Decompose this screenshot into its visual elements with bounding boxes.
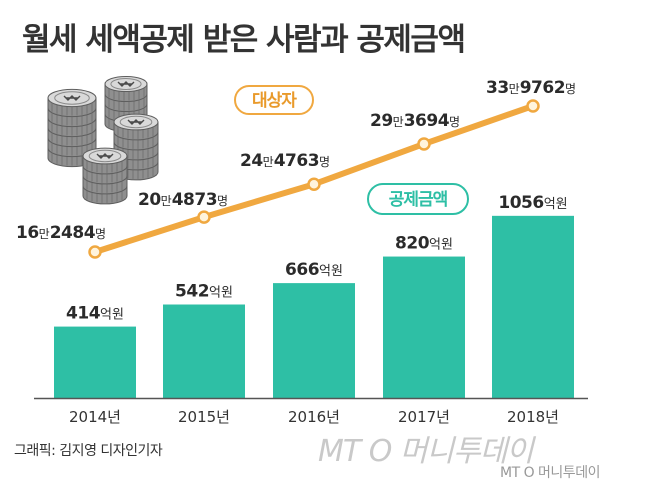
bar-2016년 [273, 283, 355, 398]
bar-value-label: 542억원 [175, 282, 233, 302]
coin-stack-icon [47, 75, 159, 205]
line-marker [88, 245, 102, 259]
svg-text:공제금액: 공제금액 [389, 190, 448, 210]
bar-2017년 [383, 256, 465, 398]
watermark-logo: MT O 머니투데이 [318, 434, 534, 469]
bar-2014년 [54, 326, 136, 398]
line-value-label: 24만4763명 [240, 151, 330, 171]
line-value-label: 20만4873명 [138, 190, 228, 210]
line-value-label: 29만3694명 [370, 111, 460, 131]
bar-value-label: 1056억원 [498, 193, 567, 213]
line-marker [526, 99, 540, 113]
bar-value-label: 820억원 [395, 234, 453, 254]
x-tick-label: 2014년 [69, 408, 121, 426]
bar-value-label: 414억원 [66, 304, 124, 324]
legend-recipients: 대상자 [234, 85, 314, 115]
bar-value-label: 666억원 [285, 260, 343, 280]
line-marker [197, 210, 211, 224]
svg-text:대상자: 대상자 [252, 91, 297, 111]
x-tick-label: 2015년 [178, 408, 230, 426]
graphic-credit: 그래픽: 김지영 디자인기자 [14, 443, 163, 459]
line-marker [307, 177, 321, 191]
x-tick-label: 2016년 [288, 408, 340, 426]
line-value-label: 16만2484명 [16, 223, 106, 243]
watermark-logo-small: MT O 머니투데이 [500, 465, 600, 481]
x-tick-label: 2018년 [507, 408, 559, 426]
bar-2015년 [163, 304, 245, 398]
bar-2018년 [492, 215, 574, 398]
x-tick-label: 2017년 [398, 408, 450, 426]
line-value-label: 33만9762명 [486, 78, 576, 98]
line-marker [417, 137, 431, 151]
chart-title: 월세 세액공제 받은 사람과 공제금액 [22, 22, 466, 58]
legend-deduction: 공제금액 [367, 183, 469, 215]
